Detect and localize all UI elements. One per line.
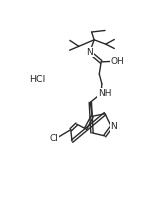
Text: HCl: HCl xyxy=(30,75,46,84)
Text: N: N xyxy=(111,122,117,131)
Text: OH: OH xyxy=(111,57,124,66)
Text: NH: NH xyxy=(98,89,112,98)
Text: Cl: Cl xyxy=(49,134,58,143)
Text: N: N xyxy=(86,48,93,57)
